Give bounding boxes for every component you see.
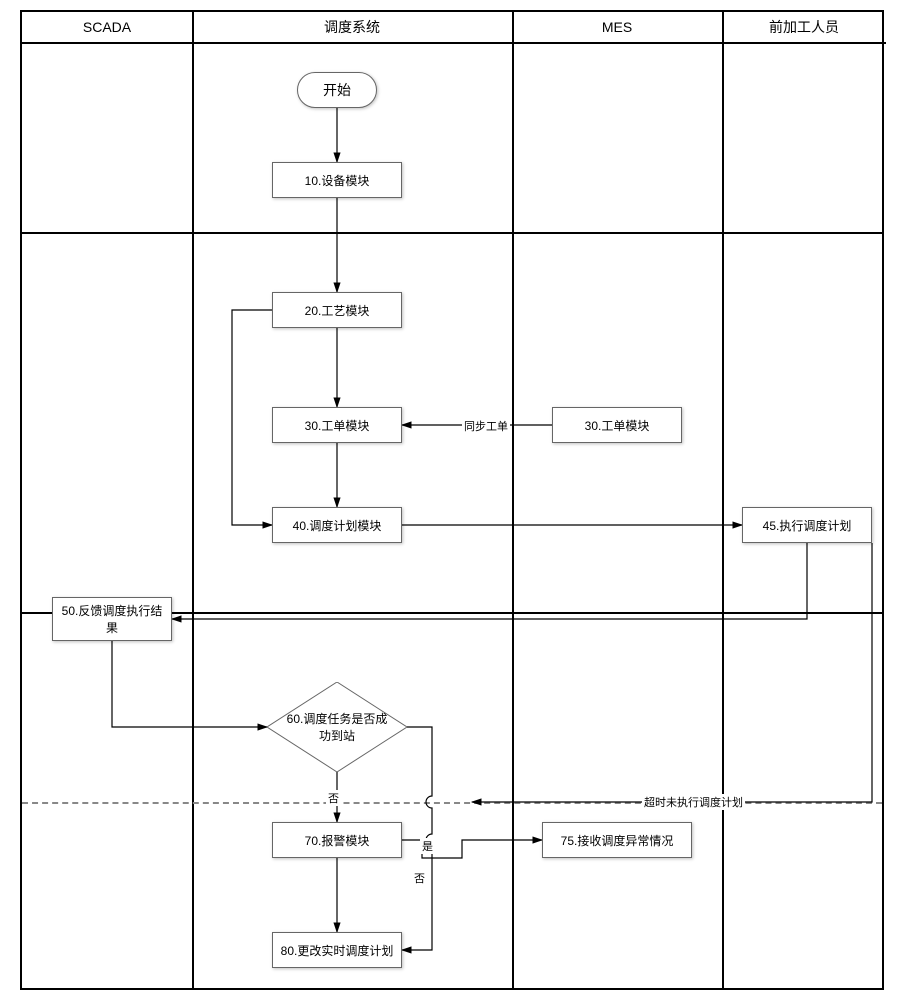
lane-header-worker: 前加工人员 <box>722 12 886 44</box>
edge-label-sync: 同步工单 <box>462 418 510 434</box>
node-start: 开始 <box>297 72 377 108</box>
lane-title: 前加工人员 <box>769 17 839 37</box>
node-40: 40.调度计划模块 <box>272 507 402 543</box>
node-20: 20.工艺模块 <box>272 292 402 328</box>
lane-title: MES <box>602 19 632 35</box>
node-label: 10.设备模块 <box>305 172 370 189</box>
lane-divider <box>192 12 194 988</box>
edge-label-timeout: 超时未执行调度计划 <box>642 794 745 810</box>
node-label: 30.工单模块 <box>585 417 650 434</box>
node-label: 70.报警模块 <box>305 832 370 849</box>
node-label: 30.工单模块 <box>305 417 370 434</box>
lane-divider <box>512 12 514 988</box>
node-label: 80.更改实时调度计划 <box>281 942 394 959</box>
node-label: 45.执行调度计划 <box>763 517 852 534</box>
lane-header-mes: MES <box>512 12 722 44</box>
node-50: 50.反馈调度执行结果 <box>52 597 172 641</box>
node-70: 70.报警模块 <box>272 822 402 858</box>
lane-title: SCADA <box>83 19 131 35</box>
node-label: 75.接收调度异常情况 <box>561 832 674 849</box>
node-label: 60.调度任务是否成功到站 <box>285 710 389 744</box>
node-label: 20.工艺模块 <box>305 302 370 319</box>
lane-divider <box>722 12 724 988</box>
node-label: 开始 <box>323 80 351 100</box>
edges-layer <box>22 12 886 992</box>
lane-header-scada: SCADA <box>22 12 192 44</box>
swimlane-container: SCADA 调度系统 MES 前加工人员 开始 10.设备模块 20.工艺模块 … <box>20 10 884 990</box>
node-label: 50.反馈调度执行结果 <box>59 602 165 636</box>
node-30-sched: 30.工单模块 <box>272 407 402 443</box>
phase-divider <box>22 232 882 234</box>
edge-label-yes: 是 <box>420 838 435 854</box>
dashed-divider <box>22 802 882 804</box>
node-10: 10.设备模块 <box>272 162 402 198</box>
node-label: 40.调度计划模块 <box>293 517 382 534</box>
edge-label-no2: 否 <box>412 870 427 886</box>
node-60-decision: 60.调度任务是否成功到站 <box>267 682 407 772</box>
edge-label-no1: 否 <box>326 790 341 806</box>
lane-title: 调度系统 <box>324 17 380 37</box>
node-80: 80.更改实时调度计划 <box>272 932 402 968</box>
lane-header-sched: 调度系统 <box>192 12 512 44</box>
node-45: 45.执行调度计划 <box>742 507 872 543</box>
node-30-mes: 30.工单模块 <box>552 407 682 443</box>
node-75: 75.接收调度异常情况 <box>542 822 692 858</box>
